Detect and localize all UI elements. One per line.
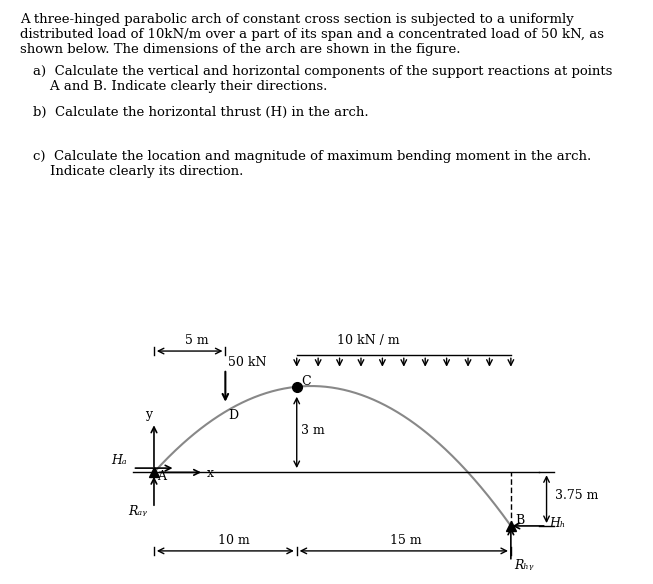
Text: B: B: [515, 515, 524, 527]
Text: a)  Calculate the vertical and horizontal components of the support reactions at: a) Calculate the vertical and horizontal…: [33, 65, 612, 93]
Text: 3.75 m: 3.75 m: [555, 489, 599, 502]
Text: Rₕᵧ: Rₕᵧ: [514, 559, 534, 572]
Text: C: C: [301, 376, 311, 388]
Text: 3 m: 3 m: [301, 424, 325, 437]
Text: y: y: [146, 408, 153, 421]
Text: 10 kN / m: 10 kN / m: [337, 334, 400, 347]
Text: Rₐᵧ: Rₐᵧ: [128, 505, 147, 518]
Text: 50 kN: 50 kN: [228, 356, 266, 369]
Text: D: D: [228, 409, 238, 422]
Text: c)  Calculate the location and magnitude of maximum bending moment in the arch.
: c) Calculate the location and magnitude …: [33, 151, 591, 179]
Text: A: A: [157, 470, 166, 482]
Text: 15 m: 15 m: [390, 534, 421, 547]
Text: 5 m: 5 m: [185, 334, 209, 347]
Text: Hₕ: Hₕ: [549, 517, 565, 530]
Text: x: x: [207, 467, 214, 479]
Text: 10 m: 10 m: [218, 534, 250, 547]
Text: A three-hinged parabolic arch of constant cross section is subjected to a unifor: A three-hinged parabolic arch of constan…: [20, 13, 603, 56]
Text: Hₐ: Hₐ: [111, 454, 127, 467]
Text: b)  Calculate the horizontal thrust (H) in the arch.: b) Calculate the horizontal thrust (H) i…: [33, 106, 368, 119]
